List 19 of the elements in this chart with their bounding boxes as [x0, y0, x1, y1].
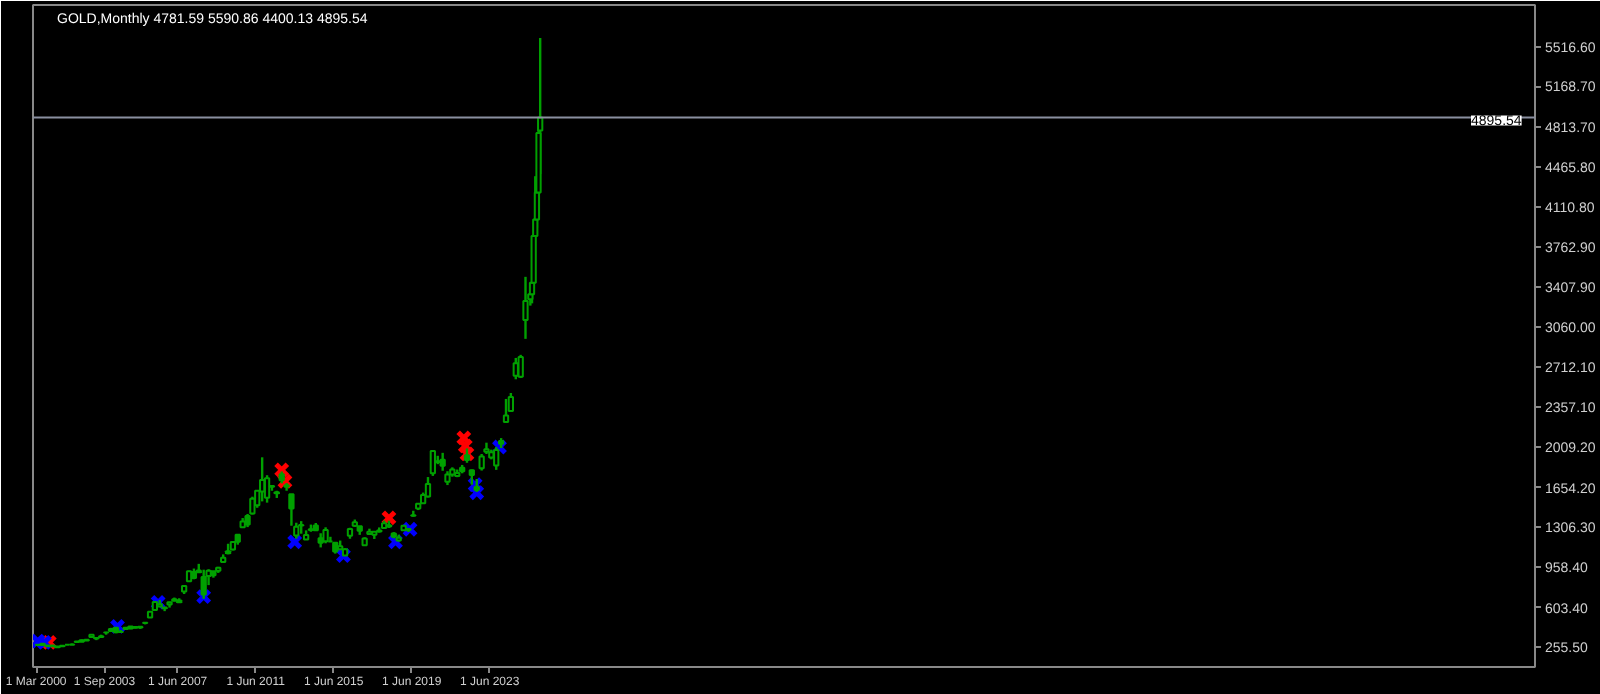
- point: [335, 547, 352, 564]
- candlestick: [429, 449, 436, 478]
- candlestick: [424, 475, 432, 499]
- point: [36, 634, 53, 651]
- point: [401, 521, 419, 538]
- point: [455, 429, 472, 447]
- point: [286, 533, 303, 550]
- point: [273, 461, 290, 479]
- point: [468, 484, 485, 501]
- candlestick: [522, 275, 529, 341]
- candlestick: [502, 397, 510, 424]
- point: [387, 533, 404, 550]
- point: [380, 509, 398, 526]
- point: [149, 594, 167, 611]
- point: [33, 633, 47, 650]
- point: [276, 473, 294, 490]
- candlestick: [200, 568, 207, 601]
- point: [109, 618, 126, 635]
- point: [457, 437, 474, 455]
